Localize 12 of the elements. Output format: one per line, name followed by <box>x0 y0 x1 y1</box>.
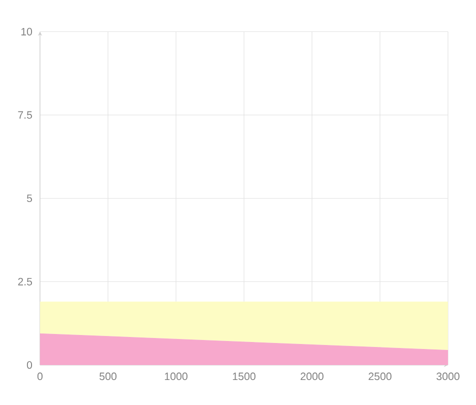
x-tick-label: 2000 <box>300 372 324 380</box>
y-tick-label: 10 <box>21 28 32 36</box>
x-tick-label: 2500 <box>368 372 392 380</box>
x-tick-label: 0 <box>37 372 43 380</box>
x-tick-label: 1000 <box>164 372 188 380</box>
y-tick-label: 7.5 <box>18 111 32 119</box>
x-tick-label: 1500 <box>232 372 256 380</box>
y-tick-label: 5 <box>26 194 32 202</box>
x-tick-label: 500 <box>100 372 116 380</box>
y-tick-label: 2.5 <box>18 278 32 286</box>
x-tick-label: 3000 <box>436 372 460 380</box>
y-tick-label: 0 <box>26 361 32 369</box>
